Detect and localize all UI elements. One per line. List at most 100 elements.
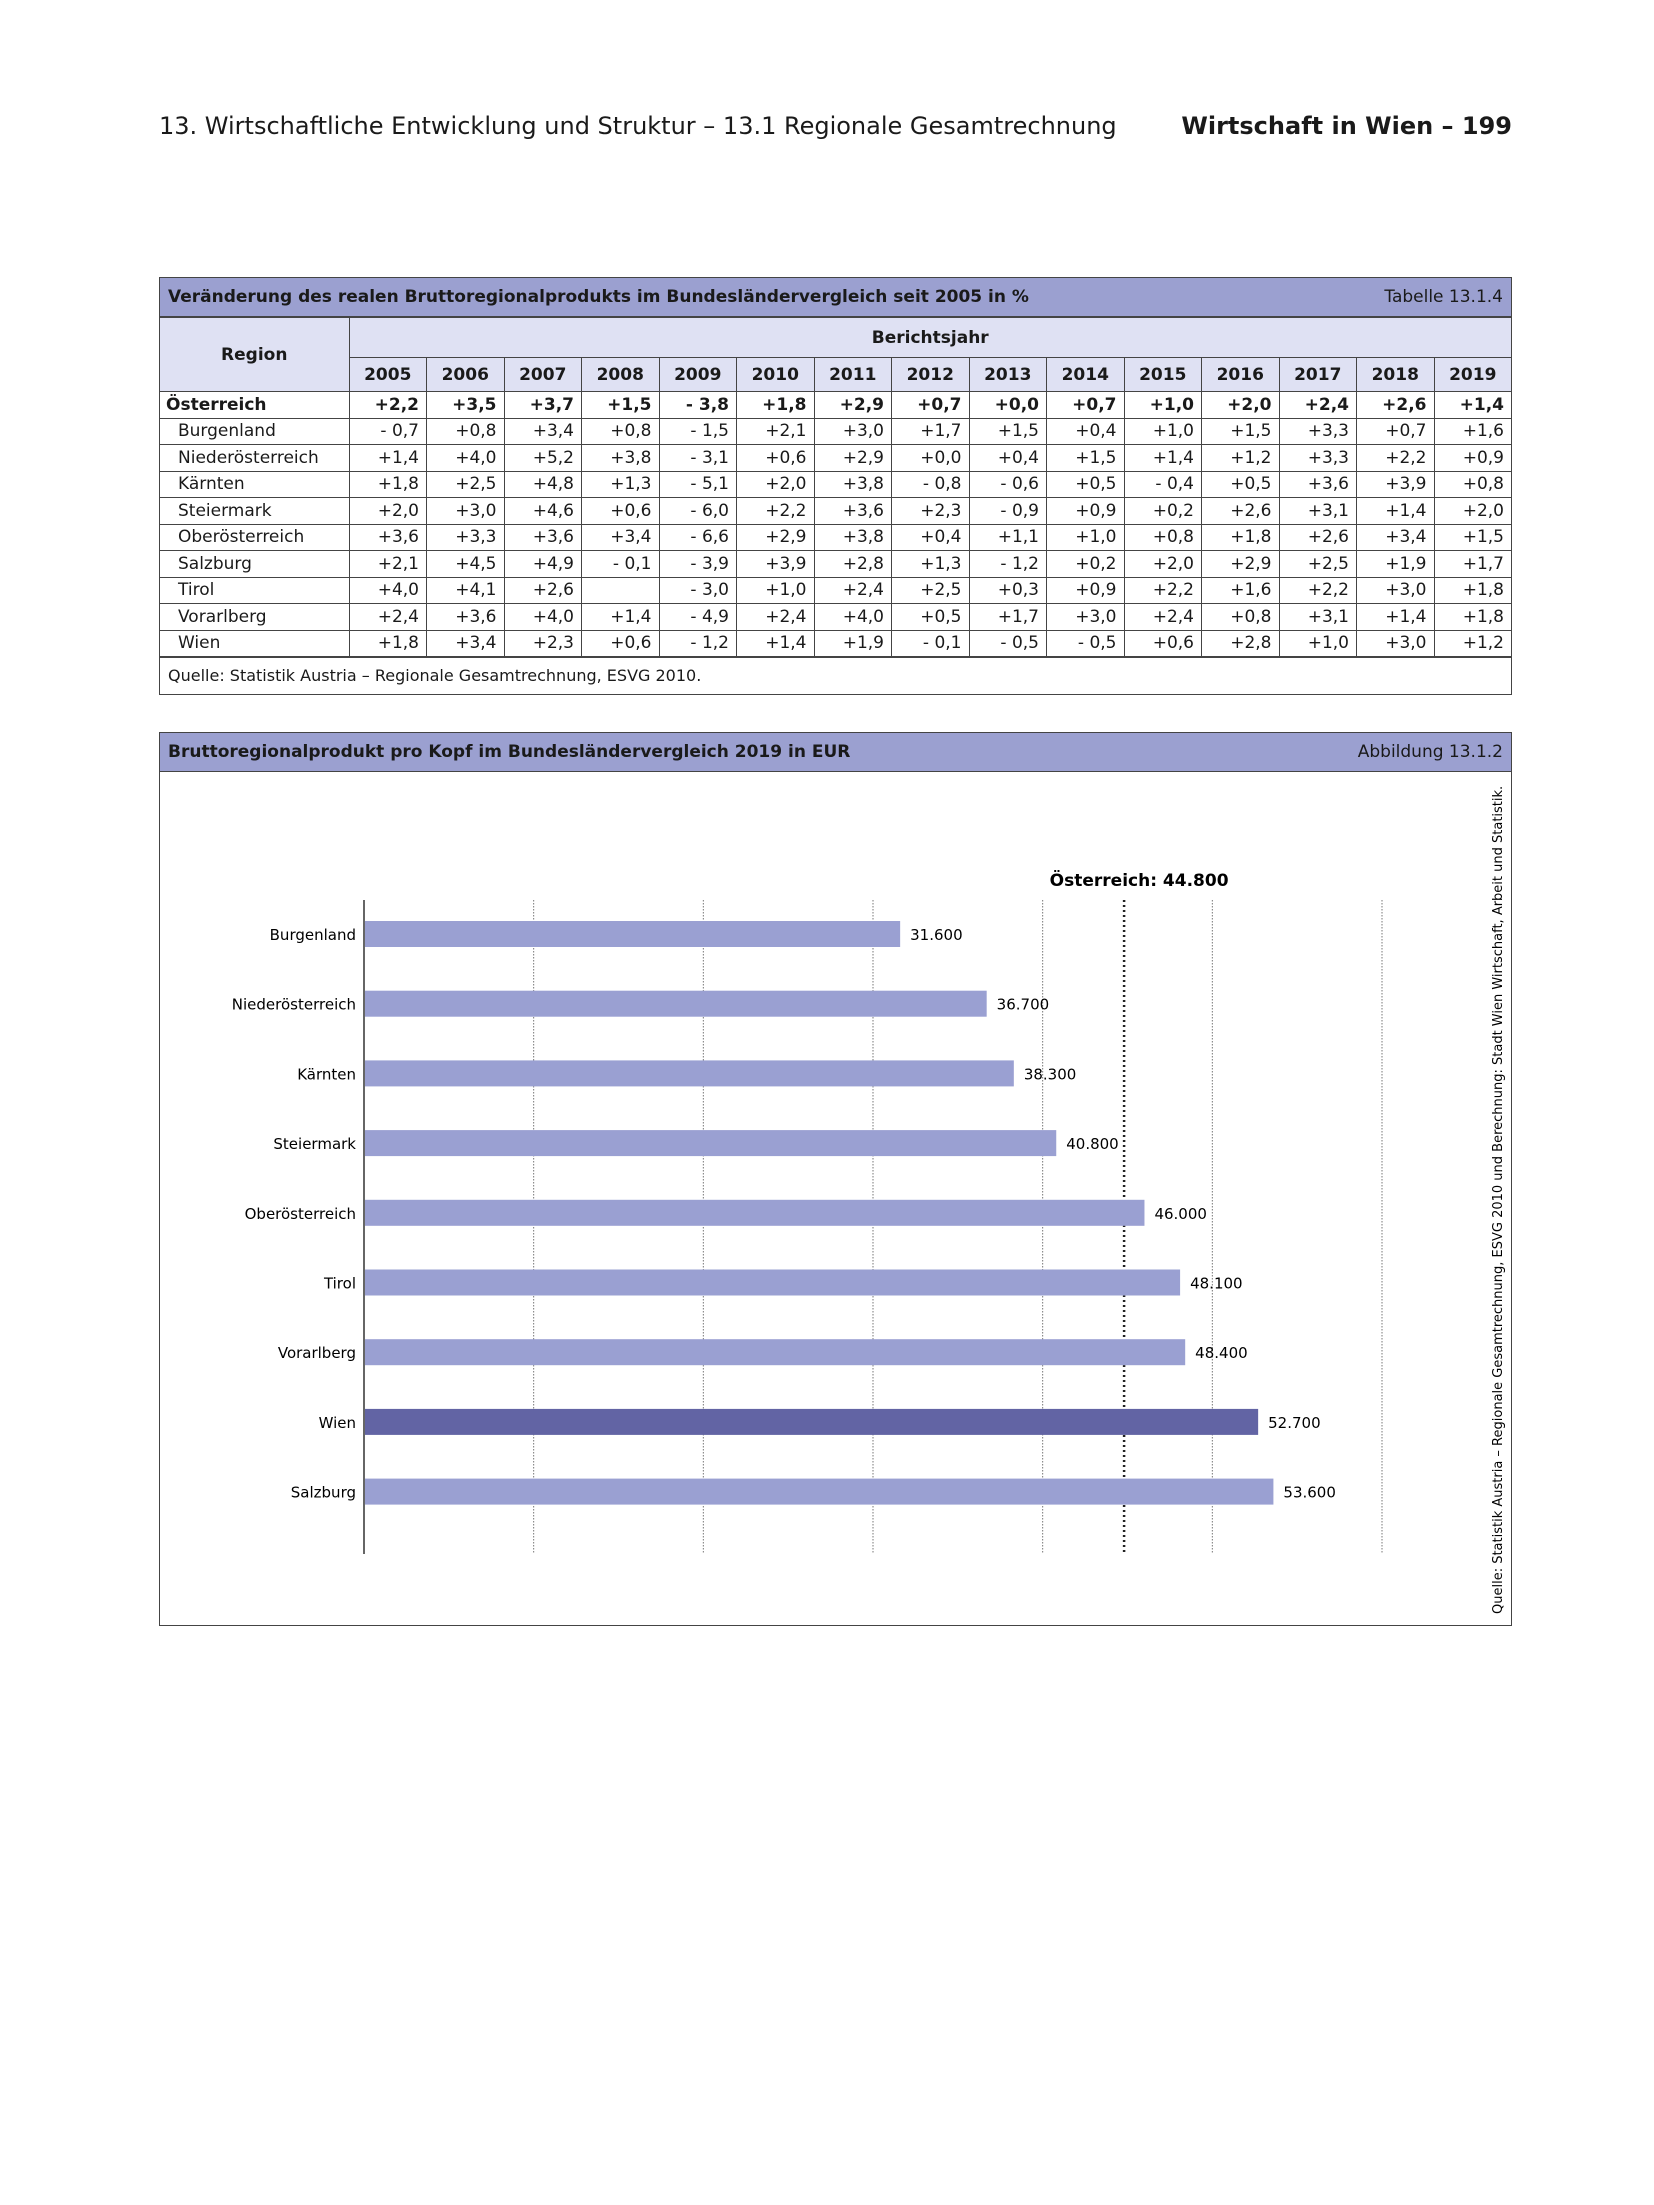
value-cell: +2,5 (891, 576, 970, 604)
value-cell: +2,4 (736, 603, 815, 631)
value-cell: +2,9 (1201, 550, 1280, 578)
value-cell: +1,0 (736, 576, 815, 604)
year-header: 2009 (658, 357, 737, 392)
value-cell: +4,0 (813, 603, 892, 631)
table-source: Quelle: Statistik Austria – Regionale Ge… (160, 657, 1511, 694)
value-cell: +3,1 (1278, 497, 1357, 525)
berichtsjahr-header: Berichtsjahr (348, 317, 1511, 358)
value-cell: - 3,8 (658, 391, 737, 419)
region-cell: Österreich (160, 391, 350, 419)
value-cell: +2,2 (348, 391, 427, 419)
table-row: Wien +1,8 +3,4 +2,3 +0,6- 1,2 +1,4 +1,9- 0,1- … (160, 629, 1511, 657)
value-cell: +2,5 (426, 470, 505, 498)
value-cell: - 6,6 (658, 523, 737, 551)
bar-niederösterreich (365, 990, 987, 1017)
value-cell: +1,0 (1046, 523, 1125, 551)
value-cell: +3,4 (1356, 523, 1435, 551)
table-row: Burgenland - 0,7 +0,8 +3,4 +0,8- 1,5 +2,1 +3,0… (160, 417, 1511, 445)
value-cell: +2,0 (1201, 391, 1280, 419)
category-label: Salzburg (291, 1484, 356, 1502)
value-cell: +0,8 (1433, 470, 1511, 498)
value-cell: +0,2 (1123, 497, 1202, 525)
value-cell: +3,0 (1046, 603, 1125, 631)
value-cell: +2,3 (503, 629, 582, 657)
table-row: Tirol +4,0 +4,1 +2,6 - 3,0 +1,0 +2,4 +2,5 +0,3 +0… (160, 576, 1511, 604)
value-cell: +3,3 (1278, 444, 1357, 472)
data-label: 53.600 (1283, 1484, 1336, 1502)
region-cell: Kärnten (160, 470, 350, 498)
value-cell: +3,0 (1356, 629, 1435, 657)
value-cell: - 0,5 (968, 629, 1047, 657)
value-cell: +2,6 (1278, 523, 1357, 551)
value-cell: +1,0 (1123, 391, 1202, 419)
value-cell: +1,5 (581, 391, 660, 419)
value-cell: - 1,2 (658, 629, 737, 657)
value-cell: +1,4 (348, 444, 427, 472)
value-cell: +2,8 (1201, 629, 1280, 657)
category-label: Steiermark (273, 1135, 356, 1153)
value-cell: +0,0 (891, 444, 970, 472)
table-row: Vorarlberg +2,4 +3,6 +4,0 +1,4- 4,9 +2,4 +4,0 +… (160, 603, 1511, 631)
figure-titlebar: Bruttoregionalprodukt pro Kopf im Bundes… (160, 733, 1511, 772)
data-label: 46.000 (1154, 1205, 1207, 1223)
region-cell: Oberösterreich (160, 523, 350, 551)
value-cell: +3,6 (348, 523, 427, 551)
value-cell: +2,0 (1433, 497, 1511, 525)
value-cell: +2,0 (736, 470, 815, 498)
value-cell: +2,1 (736, 417, 815, 445)
running-header-page: Wirtschaft in Wien – 199 (1181, 112, 1512, 140)
value-cell: +0,8 (1123, 523, 1202, 551)
value-cell: - 4,9 (658, 603, 737, 631)
value-cell: +0,8 (581, 417, 660, 445)
value-cell: +1,7 (891, 417, 970, 445)
value-cell: +1,8 (1433, 576, 1511, 604)
category-label: Tirol (323, 1275, 356, 1293)
value-cell: +2,9 (813, 391, 892, 419)
bar-salzburg (365, 1478, 1274, 1505)
value-cell: +1,0 (1278, 629, 1357, 657)
value-cell: - 6,0 (658, 497, 737, 525)
value-cell: +3,3 (1278, 417, 1357, 445)
value-cell: +1,4 (581, 603, 660, 631)
value-cell: +0,3 (968, 576, 1047, 604)
value-cell: +1,2 (1433, 629, 1511, 657)
value-cell: +0,8 (426, 417, 505, 445)
value-cell: +0,9 (1046, 576, 1125, 604)
value-cell: +2,4 (1278, 391, 1357, 419)
value-cell: +0,4 (891, 523, 970, 551)
bar-burgenland (365, 921, 901, 947)
value-cell: +1,0 (1123, 417, 1202, 445)
value-cell: +4,9 (503, 550, 582, 578)
value-cell: +1,8 (348, 629, 427, 657)
value-cell: +2,6 (1201, 497, 1280, 525)
value-cell: +1,4 (1123, 444, 1202, 472)
value-cell: +2,8 (813, 550, 892, 578)
value-cell: +3,6 (1278, 470, 1357, 498)
value-cell: +2,2 (1278, 576, 1357, 604)
value-cell: +5,2 (503, 444, 582, 472)
bar-vorarlberg (365, 1339, 1186, 1366)
value-cell: +3,3 (426, 523, 505, 551)
value-cell: +1,8 (736, 391, 815, 419)
year-header: 2019 (1433, 357, 1511, 392)
table-row: Oberösterreich +3,6 +3,3 +3,6 +3,4- 6,6 +2,9 +… (160, 523, 1511, 551)
category-label: Vorarlberg (278, 1344, 356, 1362)
value-cell: +2,3 (891, 497, 970, 525)
value-cell: +0,5 (891, 603, 970, 631)
value-cell: - 0,7 (348, 417, 427, 445)
austria-reference-label: Österreich: 44.800 (1050, 869, 1229, 891)
value-cell: +2,2 (1356, 444, 1435, 472)
value-cell: - 5,1 (658, 470, 737, 498)
value-cell: +2,9 (736, 523, 815, 551)
value-cell: +2,6 (503, 576, 582, 604)
year-header: 2006 (426, 357, 505, 392)
value-cell: +2,9 (813, 444, 892, 472)
value-cell: +3,0 (1356, 576, 1435, 604)
value-cell: +3,1 (1278, 603, 1357, 631)
table-label: Tabelle 13.1.4 (1384, 287, 1503, 307)
region-cell: Burgenland (160, 417, 350, 445)
data-label: 38.300 (1024, 1065, 1076, 1083)
value-cell: - 0,9 (968, 497, 1047, 525)
year-header: 2015 (1123, 357, 1202, 392)
value-cell: +1,1 (968, 523, 1047, 551)
